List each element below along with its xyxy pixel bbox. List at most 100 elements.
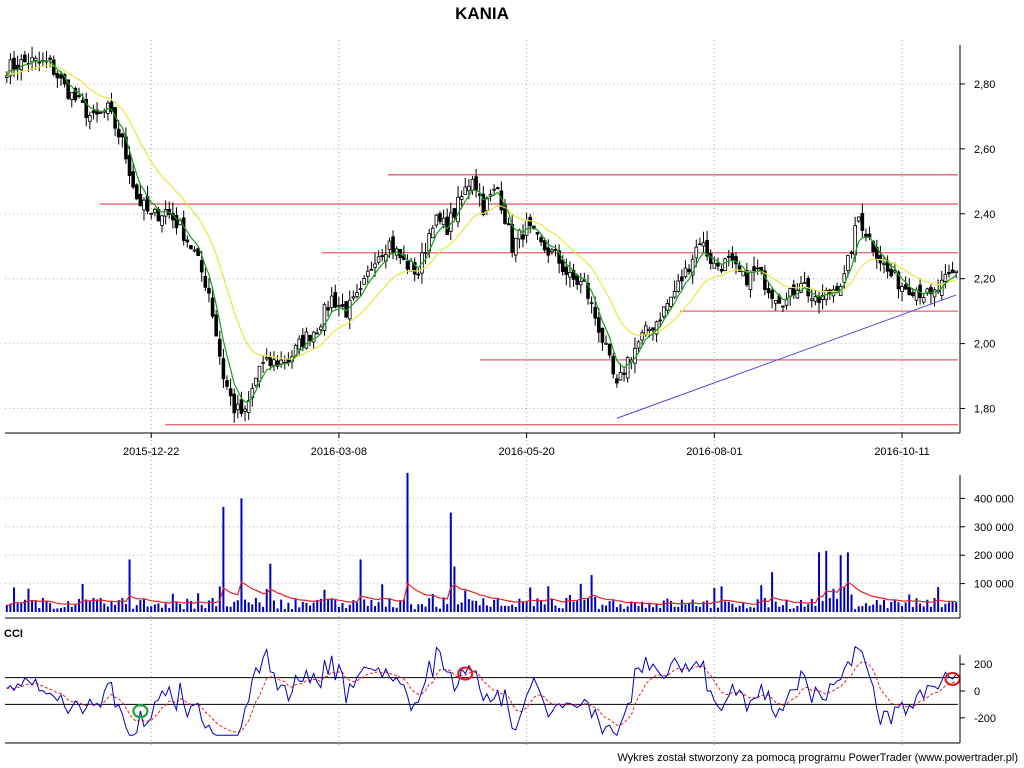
candle-body (243, 408, 247, 412)
volume-bar (59, 608, 62, 612)
candle-body (622, 372, 626, 375)
candle-body (456, 196, 460, 223)
volume-bar (171, 593, 174, 612)
volume-bar (662, 600, 665, 612)
candle-body (189, 245, 193, 250)
volume-bar (836, 598, 839, 612)
volume-bar (709, 607, 712, 612)
candle-body (535, 232, 540, 235)
volume-bar (684, 604, 687, 612)
candle-body (943, 274, 948, 282)
volume-bar (879, 604, 882, 612)
volume-bar (438, 608, 441, 612)
candle-body (181, 217, 186, 241)
x-tick-label: 2015-12-22 (123, 446, 179, 458)
candle-body (701, 242, 706, 247)
candle-body (665, 303, 670, 311)
candle-body (77, 95, 81, 97)
volume-bar (868, 605, 871, 612)
candle-body (127, 154, 132, 177)
volume-bar (399, 600, 402, 612)
volume-bar (897, 602, 900, 612)
volume-bar (96, 599, 99, 612)
candle-body (452, 208, 457, 218)
candle-body (481, 193, 486, 215)
candle-body (430, 227, 435, 239)
volume-bar (799, 599, 802, 612)
volume-bar (666, 598, 669, 612)
volume-bar (922, 606, 925, 612)
cci-tick-label: 0 (974, 686, 980, 698)
volume-bar (637, 606, 640, 612)
volume-bar (496, 599, 499, 612)
volume-bar (633, 602, 636, 612)
volume-bar (760, 585, 763, 612)
candle-body (615, 378, 619, 384)
candle-body (550, 249, 554, 253)
volume-bar (247, 602, 250, 612)
candle-body (380, 255, 385, 257)
volume-bar (276, 608, 279, 612)
volume-bar (857, 606, 860, 612)
volume-bar (908, 594, 911, 612)
candle-body (911, 292, 915, 297)
volume-bar (352, 600, 355, 612)
candle-body (88, 114, 92, 122)
volume-bar (124, 603, 127, 612)
candle-body (586, 282, 590, 299)
volume-bar (280, 599, 283, 612)
volume-bar (901, 606, 904, 612)
candle-body (347, 299, 352, 320)
volume-bar (197, 593, 200, 612)
volume-bar (568, 594, 571, 612)
candle-body (575, 275, 579, 285)
candle-body (524, 220, 529, 236)
candle-body (680, 276, 684, 282)
candle-body (950, 269, 955, 274)
candle-body (138, 193, 143, 207)
candle-body (719, 269, 724, 272)
candle-body (708, 253, 713, 264)
candle-body (261, 362, 265, 364)
candle-body (308, 334, 312, 342)
volume-bar (229, 606, 232, 612)
volume-bar (240, 498, 243, 612)
volume-bar (215, 606, 218, 612)
candle-body (416, 273, 421, 276)
volume-bar (359, 559, 362, 612)
candle-body (903, 284, 908, 290)
candle-body (48, 57, 52, 60)
volume-bar (576, 599, 579, 612)
volume-bar (226, 606, 229, 612)
volume-bar (536, 598, 539, 612)
candle-body (23, 54, 27, 63)
volume-bar (175, 602, 178, 612)
volume-bar (442, 597, 445, 612)
volume-bar (478, 605, 481, 612)
volume-bar (301, 601, 304, 612)
cci-axes: 200 0 -200 (5, 655, 996, 744)
volume-bar (265, 588, 268, 612)
price-candles (5, 46, 958, 423)
volume-bar (724, 601, 727, 612)
volume-bar (503, 605, 506, 612)
candle-body (730, 253, 735, 261)
volume-bar (413, 609, 416, 612)
volume-bar (449, 512, 452, 612)
volume-bar (731, 603, 734, 612)
candle-body (810, 298, 814, 301)
volume-bar (366, 606, 369, 612)
volume-bar (424, 606, 427, 612)
volume-bar (103, 603, 106, 612)
candle-body (846, 255, 850, 271)
volume-bar (377, 602, 380, 612)
y-tick-label: 2,20 (974, 274, 995, 286)
candle-body (513, 237, 518, 256)
volume-bar (572, 601, 575, 612)
candle-body (896, 271, 901, 290)
candle-body (676, 280, 681, 292)
candle-body (467, 185, 471, 192)
volume-bar (749, 607, 752, 612)
y-tick-label: 2,80 (974, 79, 995, 91)
volume-bar (63, 607, 66, 612)
